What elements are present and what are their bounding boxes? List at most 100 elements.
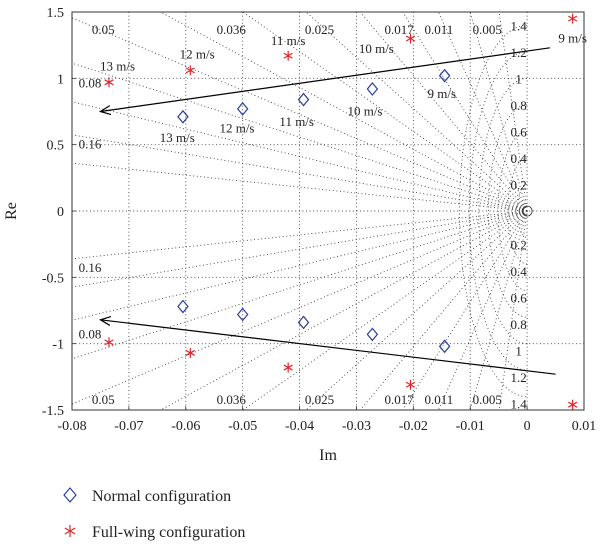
- freq-label-upper: 0.4: [510, 151, 527, 166]
- point-fullwing-stroke: [104, 339, 114, 346]
- trend-arrow-lower-head: [98, 315, 112, 326]
- damping-label-top: 0.05: [92, 22, 115, 37]
- point-fullwing: [405, 379, 416, 390]
- point-normal: [236, 307, 249, 322]
- point-normal: [236, 101, 249, 116]
- point-fullwing-stroke: [283, 52, 293, 59]
- grid-damping-ray: [71, 210, 528, 321]
- asterisk-icon: [62, 523, 92, 544]
- point-normal: [438, 68, 451, 83]
- legend-item-fullwing: Full-wing configuration: [62, 522, 245, 544]
- x-tick-label: -0.06: [171, 419, 200, 434]
- grid-damping-ray: [305, 210, 528, 411]
- damping-label-left: 0.08: [79, 76, 102, 91]
- point-fullwing-stroke: [104, 79, 114, 86]
- freq-label-upper: 0.8: [510, 98, 526, 113]
- trend-arrow-upper: [100, 47, 550, 113]
- point-fullwing: [405, 33, 416, 44]
- grid-damping-ray: [438, 11, 528, 212]
- x-tick-label: -0.05: [228, 419, 257, 434]
- y-tick-label: -1.5: [42, 404, 64, 419]
- point-fullwing: [104, 77, 114, 88]
- y-tick-label: -1: [52, 338, 64, 353]
- damping-label-left: 0.08: [79, 326, 102, 341]
- freq-label-upper: 1.4: [510, 18, 527, 33]
- damping-label-bottom: 0.036: [217, 392, 247, 407]
- legend-label-normal: Normal configuration: [92, 488, 232, 505]
- data-marks: [98, 13, 578, 410]
- freq-label-lower: 1.2: [510, 370, 526, 385]
- freq-label-upper: 1.2: [510, 45, 526, 60]
- speed-label-normal: 9 m/s: [428, 86, 457, 101]
- x-tick-label: -0.03: [342, 419, 371, 434]
- x-tick-label: 0.01: [572, 419, 597, 434]
- damping-label-bottom: 0.025: [305, 392, 334, 407]
- grid-damping-ray: [71, 134, 528, 212]
- grid: [71, 11, 585, 411]
- freq-label-upper: 1: [515, 71, 522, 86]
- grid-frequency-contour: [517, 184, 528, 238]
- speed-label-fullwing: 11 m/s: [271, 33, 306, 48]
- speed-label-normal: 10 m/s: [347, 103, 382, 118]
- grid-damping-ray: [359, 210, 528, 411]
- x-tick-label: -0.04: [285, 419, 314, 434]
- freq-label-lower: 0.6: [510, 291, 527, 306]
- trend-arrow-upper-head: [98, 105, 112, 116]
- damping-label-bottom: 0.05: [92, 392, 115, 407]
- point-normal: [366, 82, 379, 96]
- point-fullwing-stroke: [568, 401, 578, 408]
- grid-damping-ray: [242, 210, 528, 411]
- trend-arrow-lower: [100, 319, 556, 375]
- speed-label-fullwing: 9 m/s: [558, 31, 587, 46]
- damping-label-top: 0.011: [425, 22, 454, 37]
- point-normal: [177, 299, 189, 314]
- speed-label-normal: 11 m/s: [279, 114, 314, 129]
- speed-label-fullwing: 10 m/s: [359, 41, 394, 56]
- grid-damping-ray: [160, 210, 528, 411]
- y-tick-label: -0.5: [42, 271, 64, 286]
- chart-labels: -0.08 -0.07 -0.06 -0.05 -0.04 -0.03 -0.02 -0.01…: [42, 6, 596, 434]
- grid-damping-ray: [71, 162, 528, 212]
- point-normal: [438, 339, 451, 354]
- speed-label-normal: 13 m/s: [160, 130, 195, 145]
- grid-damping-ray: [160, 11, 528, 212]
- damping-label-top: 0.005: [473, 22, 502, 37]
- grid-damping-ray: [71, 210, 528, 260]
- root-locus-chart: -0.08 -0.07 -0.06 -0.05 -0.04 -0.03 -0.02 -0.01…: [3, 6, 596, 464]
- legend-label-fullwing: Full-wing configuration: [92, 524, 246, 541]
- freq-label-upper: 0.2: [510, 177, 526, 192]
- legend-item-normal: Normal configuration: [62, 486, 245, 508]
- point-fullwing-stroke: [568, 15, 578, 22]
- grid-damping-ray: [71, 101, 528, 212]
- point-fullwing-stroke: [185, 349, 195, 356]
- freq-label-lower: 0.8: [510, 317, 526, 332]
- point-normal: [366, 327, 379, 342]
- speed-label-fullwing: 12 m/s: [180, 46, 215, 61]
- origin-ring: [521, 205, 533, 217]
- x-tick-label: -0.01: [456, 419, 485, 434]
- y-tick-label: 0.5: [47, 139, 65, 154]
- grid-damping-ray: [305, 11, 528, 212]
- point-fullwing: [283, 362, 293, 373]
- grid-damping-ray: [359, 11, 528, 212]
- damping-label-bottom: 0.011: [425, 392, 454, 407]
- damping-label-top: 0.025: [305, 22, 334, 37]
- grid-damping-ray: [71, 62, 528, 212]
- speed-label-normal: 12 m/s: [219, 121, 254, 136]
- point-fullwing: [283, 50, 293, 61]
- point-fullwing: [568, 399, 578, 410]
- freq-label-lower: 1.4: [510, 397, 527, 412]
- freq-label-lower: 1: [515, 344, 522, 359]
- diamond-icon: [62, 486, 92, 508]
- legend: Normal configuration Full-wing configura…: [62, 486, 245, 558]
- y-tick-label: 1.5: [47, 6, 65, 21]
- point-fullwing: [185, 65, 195, 76]
- damping-label-bottom: 0.017: [384, 392, 414, 407]
- point-fullwing: [185, 347, 195, 358]
- point-normal: [177, 109, 189, 124]
- y-tick-label: 0: [57, 205, 64, 220]
- grid-damping-ray: [402, 210, 528, 411]
- y-axis-label: Re: [3, 202, 20, 220]
- damping-label-bottom: 0.005: [473, 392, 502, 407]
- freq-label-lower: 0.2: [510, 238, 526, 253]
